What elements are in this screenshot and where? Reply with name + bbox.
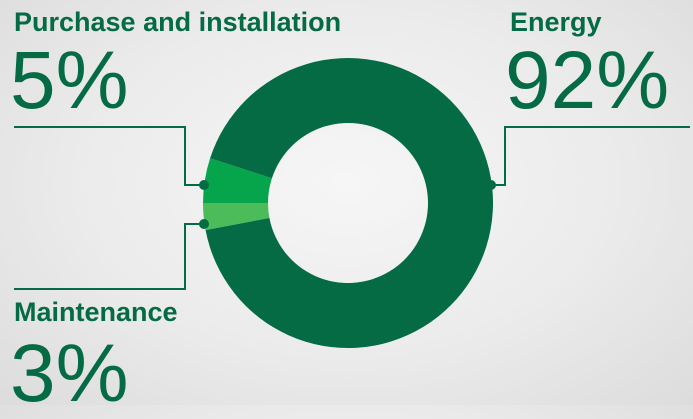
energy-label: Energy: [510, 7, 602, 37]
slice-purchase: [203, 158, 272, 203]
purchase-label: Purchase and installation: [14, 7, 342, 37]
slice-energy: [205, 58, 493, 349]
slice-maintenance: [203, 203, 270, 231]
leader-lines: [14, 126, 690, 290]
leader-dot-purchase: [199, 180, 209, 190]
maintenance-label: Maintenance: [14, 297, 178, 327]
leader-dot-maintenance: [199, 219, 209, 229]
energy-value: 92%: [505, 35, 670, 126]
leader-line-purchase: [14, 126, 204, 186]
leader-line-maintenance: [14, 223, 204, 290]
purchase-value: 5%: [10, 35, 129, 126]
leader-dot-energy: [486, 180, 496, 190]
donut-chart: [14, 58, 690, 349]
leader-line-energy: [491, 126, 690, 186]
donut-slices: [203, 58, 493, 349]
maintenance-value: 3%: [10, 328, 129, 419]
